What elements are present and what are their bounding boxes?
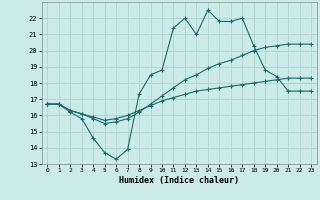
X-axis label: Humidex (Indice chaleur): Humidex (Indice chaleur) (119, 176, 239, 185)
